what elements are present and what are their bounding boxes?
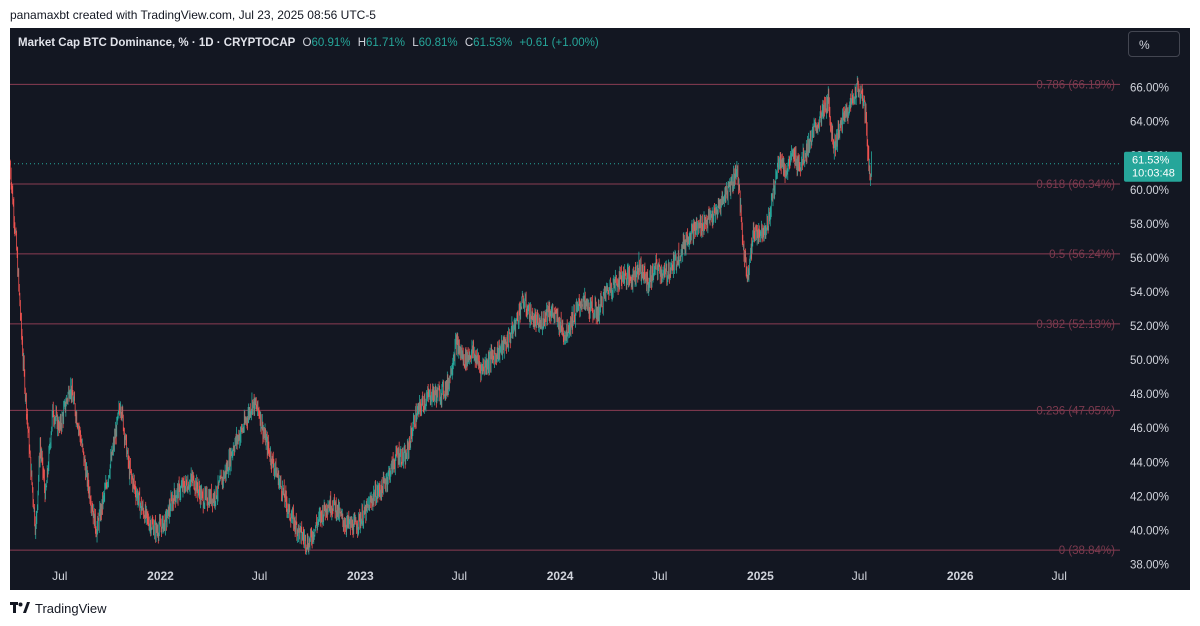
legend-close-value: 61.53%	[473, 37, 513, 49]
x-tick-label: 2024	[547, 569, 574, 583]
chart-legend: Market Cap BTC Dominance, % · 1D · CRYPT…	[18, 36, 599, 50]
legend-symbol: Market Cap BTC Dominance, % · 1D · CRYPT…	[18, 37, 296, 49]
legend-high-label: H	[357, 37, 367, 49]
tradingview-logo-icon	[10, 602, 30, 613]
fib-level-label: 0.786 (66.19%)	[1036, 79, 1115, 91]
x-tick-label: Jul	[1052, 569, 1067, 583]
x-tick-label: 2022	[147, 569, 174, 583]
y-tick-label: 52.00%	[1130, 321, 1169, 333]
fib-level-label: 0 (38.84%)	[1059, 545, 1115, 557]
tradingview-logo-text: TradingView	[35, 600, 107, 616]
legend-high-value: 61.71%	[366, 37, 406, 49]
legend-change: +0.61 (+1.00%)	[519, 37, 599, 49]
legend-close-label: C	[464, 37, 474, 49]
legend-open-label: O	[302, 37, 312, 49]
btc-dominance-chart[interactable]: 38.00% 40.00% 42.00% 44.00% 46.00% 48.00% 50.0…	[10, 28, 1190, 590]
chart-author-caption: panamaxbt created with TradingView.com, …	[10, 8, 376, 22]
y-tick-label: 42.00%	[1130, 491, 1169, 503]
fib-level-label: 0.236 (47.05%)	[1036, 405, 1115, 417]
y-tick-label: 54.00%	[1130, 287, 1169, 299]
legend-open-value: 60.91%	[311, 37, 351, 49]
x-tick-label: Jul	[652, 569, 667, 583]
legend-low-value: 60.81%	[418, 37, 458, 49]
x-tick-label: 2026	[947, 569, 974, 583]
legend-low-label: L	[412, 37, 419, 49]
fib-level-label: 0.382 (52.13%)	[1036, 319, 1115, 331]
x-tick-label: 2025	[747, 569, 774, 583]
x-tick-label: Jul	[252, 569, 267, 583]
percent-scale-button[interactable]: %	[1128, 31, 1180, 57]
fib-level-label: 0.5 (56.24%)	[1049, 249, 1115, 261]
last-price-tag-countdown: 10:03:48	[1132, 168, 1175, 180]
x-tick-label: Jul	[52, 569, 67, 583]
y-tick-label: 50.00%	[1130, 355, 1169, 367]
y-tick-label: 44.00%	[1130, 457, 1169, 469]
last-price-tag-value: 61.53%	[1132, 155, 1170, 167]
tradingview-logo: TradingView	[10, 598, 107, 618]
y-tick-label: 46.00%	[1130, 423, 1169, 435]
y-tick-label: 56.00%	[1130, 253, 1169, 265]
price-candles	[10, 75, 872, 555]
x-tick-label: 2023	[347, 569, 374, 583]
y-tick-label: 64.00%	[1130, 117, 1169, 129]
x-tick-label: Jul	[452, 569, 467, 583]
x-tick-label: Jul	[852, 569, 867, 583]
y-tick-label: 40.00%	[1130, 525, 1169, 537]
y-tick-label: 60.00%	[1130, 185, 1169, 197]
last-price-tag	[1124, 151, 1182, 182]
fib-level-label: 0.618 (60.34%)	[1036, 179, 1115, 191]
y-tick-label: 58.00%	[1130, 219, 1169, 231]
y-tick-label: 48.00%	[1130, 389, 1169, 401]
y-tick-label: 66.00%	[1130, 83, 1169, 95]
y-tick-label: 38.00%	[1130, 559, 1169, 571]
chart-frame[interactable]: 38.00% 40.00% 42.00% 44.00% 46.00% 48.00% 50.0…	[10, 28, 1190, 590]
